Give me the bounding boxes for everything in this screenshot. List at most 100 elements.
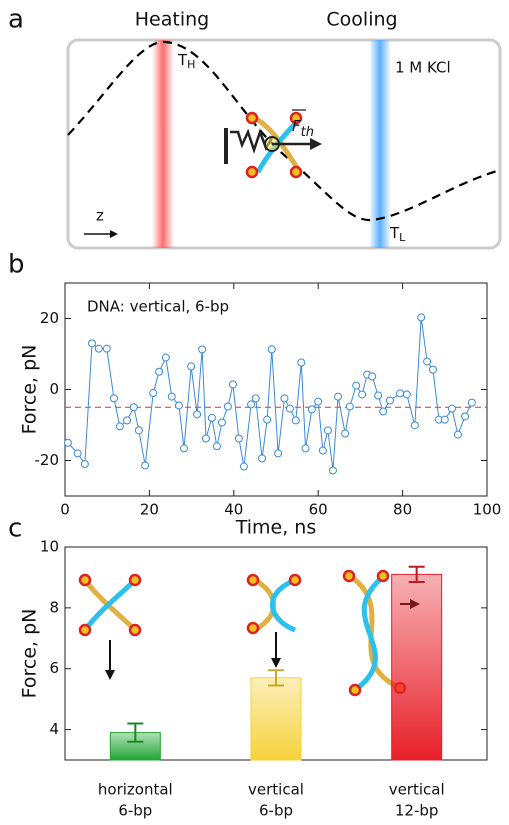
panel-a: a Heating Cooling TH 1 M KCl TL Fth z bbox=[8, 5, 502, 250]
cooling-label: Cooling bbox=[326, 9, 397, 31]
x-tick-label: 12-bp bbox=[395, 802, 439, 820]
data-point bbox=[314, 397, 323, 406]
data-point bbox=[141, 461, 150, 470]
x-tick-label: 6-bp bbox=[118, 802, 152, 820]
data-point bbox=[263, 415, 272, 424]
data-point bbox=[212, 442, 221, 451]
data-point bbox=[301, 444, 310, 453]
y-tick-label: 8 bbox=[49, 598, 59, 616]
data-point bbox=[307, 405, 316, 414]
data-point bbox=[291, 416, 300, 425]
x-axis-label: Time, ns bbox=[235, 517, 317, 539]
data-point bbox=[297, 358, 306, 367]
data-point bbox=[385, 396, 394, 405]
panel-label: a bbox=[8, 5, 24, 35]
force-line bbox=[67, 317, 473, 471]
data-point bbox=[187, 362, 196, 371]
y-axis-label: Force, pN bbox=[19, 609, 41, 699]
data-point bbox=[374, 391, 383, 400]
x-tick-label: 80 bbox=[393, 501, 412, 519]
data-point bbox=[447, 404, 456, 413]
data-point bbox=[217, 418, 226, 427]
data-point bbox=[73, 449, 82, 458]
data-point bbox=[461, 412, 470, 421]
data-point bbox=[161, 353, 170, 362]
y-tick-label: 10 bbox=[40, 538, 59, 556]
cold-band bbox=[369, 40, 391, 248]
cold-temperature: TL bbox=[389, 224, 406, 245]
force-label: Fth bbox=[292, 117, 314, 140]
panel-label: c bbox=[8, 514, 22, 544]
data-point bbox=[323, 426, 332, 435]
data-point bbox=[207, 413, 216, 422]
data-point bbox=[453, 430, 462, 439]
data-point bbox=[334, 392, 343, 401]
data-point bbox=[251, 394, 260, 403]
data-point bbox=[134, 426, 143, 435]
data-point bbox=[352, 381, 361, 390]
error-bar bbox=[127, 722, 144, 743]
data-point bbox=[280, 394, 289, 403]
z-arrow-head bbox=[110, 230, 118, 238]
data-point bbox=[467, 398, 476, 407]
solution-label: 1 M KCl bbox=[395, 59, 451, 77]
data-point bbox=[201, 434, 210, 443]
y-tick-label: 4 bbox=[49, 720, 59, 738]
data-point bbox=[440, 415, 449, 424]
x-tick-label: 40 bbox=[224, 501, 243, 519]
data-point bbox=[123, 416, 132, 425]
x-tick-label: 0 bbox=[60, 501, 70, 519]
data-point bbox=[115, 422, 124, 431]
data-point bbox=[341, 429, 350, 438]
x-tick-label: vertical bbox=[248, 781, 304, 799]
annotation: DNA: vertical, 6-bp bbox=[87, 298, 229, 316]
data-point bbox=[368, 372, 377, 381]
data-point bbox=[345, 402, 354, 411]
data-point bbox=[94, 344, 103, 353]
data-point bbox=[149, 389, 158, 398]
data-point bbox=[63, 438, 72, 447]
data-point bbox=[88, 339, 97, 348]
error-bar bbox=[408, 565, 425, 583]
data-point bbox=[228, 380, 237, 389]
hot-band bbox=[152, 40, 174, 248]
data-point bbox=[198, 345, 207, 354]
bar bbox=[391, 573, 443, 761]
data-point bbox=[328, 466, 337, 475]
data-point bbox=[167, 392, 176, 401]
x-tick-label: 100 bbox=[473, 501, 502, 519]
data-point bbox=[239, 462, 248, 471]
data-point bbox=[129, 403, 138, 412]
data-point bbox=[234, 434, 243, 443]
heating-label: Heating bbox=[135, 9, 209, 31]
data-point bbox=[247, 400, 256, 409]
data-point bbox=[80, 460, 89, 469]
data-point bbox=[358, 390, 367, 399]
data-point bbox=[174, 401, 183, 410]
dna-icons bbox=[78, 569, 420, 697]
data-point bbox=[223, 402, 232, 411]
y-tick-label: -20 bbox=[35, 451, 60, 469]
temperature-profile bbox=[67, 40, 501, 222]
error-bar bbox=[268, 669, 284, 687]
data-point bbox=[379, 407, 388, 416]
data-point bbox=[102, 344, 111, 353]
data-point bbox=[396, 389, 405, 398]
data-point bbox=[274, 449, 283, 458]
data-point bbox=[417, 313, 426, 322]
data-point bbox=[410, 421, 419, 430]
x-tick-label: 20 bbox=[140, 501, 159, 519]
bar bbox=[250, 677, 302, 761]
data-point bbox=[109, 394, 118, 403]
data-point bbox=[155, 367, 164, 376]
data-point bbox=[180, 444, 189, 453]
data-point bbox=[285, 404, 294, 413]
x-tick-label: 60 bbox=[309, 501, 328, 519]
x-tick-label: vertical bbox=[389, 781, 445, 799]
hot-temperature: TH bbox=[177, 51, 195, 72]
data-point bbox=[428, 365, 437, 374]
data-point bbox=[267, 345, 276, 354]
data-point bbox=[402, 390, 411, 399]
panel-label: b bbox=[8, 250, 25, 280]
dna-icon bbox=[224, 111, 322, 179]
